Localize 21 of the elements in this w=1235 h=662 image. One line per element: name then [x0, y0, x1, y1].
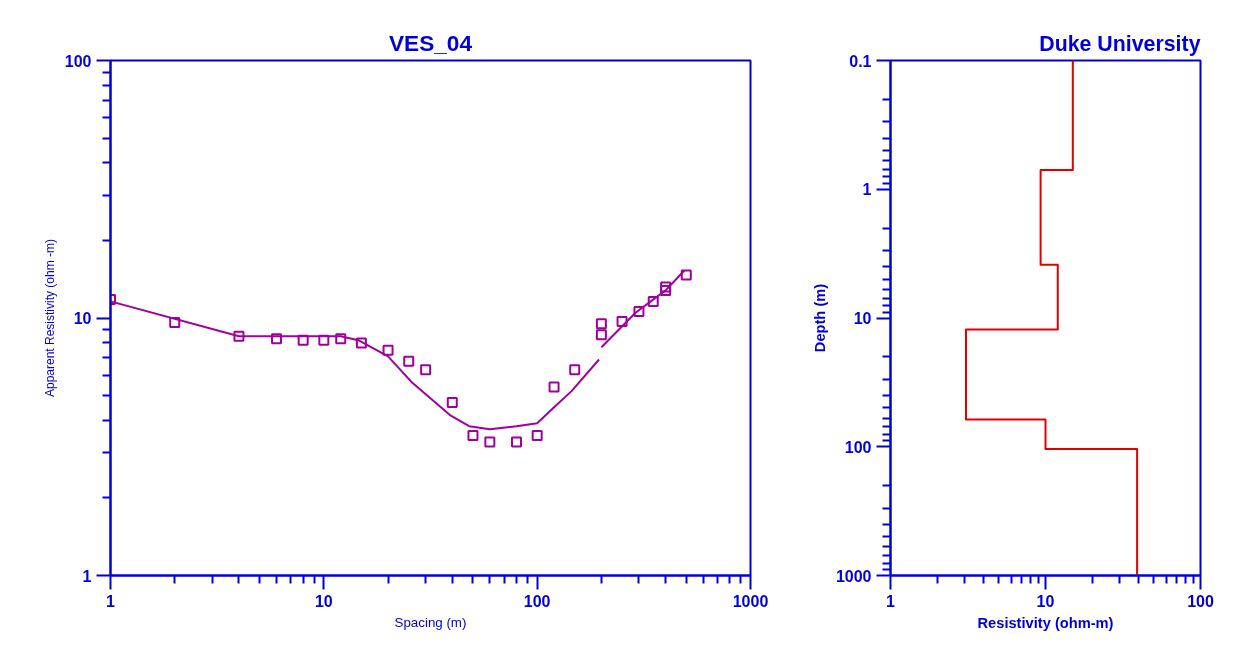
x-axis-title: Resistivity (ohm-m): [977, 614, 1114, 631]
y-tick-label: 100: [64, 52, 92, 70]
y-tick-label: 100: [844, 438, 872, 456]
y-tick-label: 10: [73, 310, 92, 327]
x-tick-label: 100: [1187, 592, 1214, 610]
y-tick-label: 1000: [835, 567, 872, 585]
y-tick-label: 10: [853, 310, 872, 327]
chart-title: Duke University: [1039, 31, 1201, 56]
y-tick-label: 1: [862, 181, 872, 199]
chart-title: VES_04: [388, 29, 473, 56]
x-tick-label: 1: [106, 592, 116, 610]
y-tick-label: 1: [82, 567, 92, 585]
y-axis-title: Depth (m): [811, 283, 828, 353]
y-axis-title: Apparent Resistivity (ohm -m): [42, 238, 57, 398]
x-tick-label: 1: [886, 592, 896, 610]
x-tick-label: 100: [523, 592, 551, 610]
y-tick-label: 0.1: [849, 52, 872, 70]
x-axis-title: Spacing (m): [394, 614, 467, 630]
x-tick-label: 10: [1036, 592, 1055, 610]
x-tick-label: 10: [314, 592, 333, 610]
x-tick-label: 1000: [732, 592, 769, 610]
